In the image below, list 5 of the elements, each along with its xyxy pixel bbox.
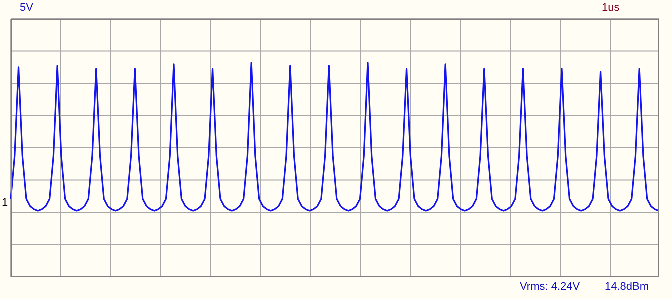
text: 14.8dBm bbox=[605, 281, 650, 293]
text: Vrms: 4.24V bbox=[520, 281, 580, 293]
text: 1 bbox=[2, 196, 8, 209]
y-axis-title: 5V bbox=[20, 2, 34, 14]
x-axis-title: 1us bbox=[602, 2, 620, 14]
